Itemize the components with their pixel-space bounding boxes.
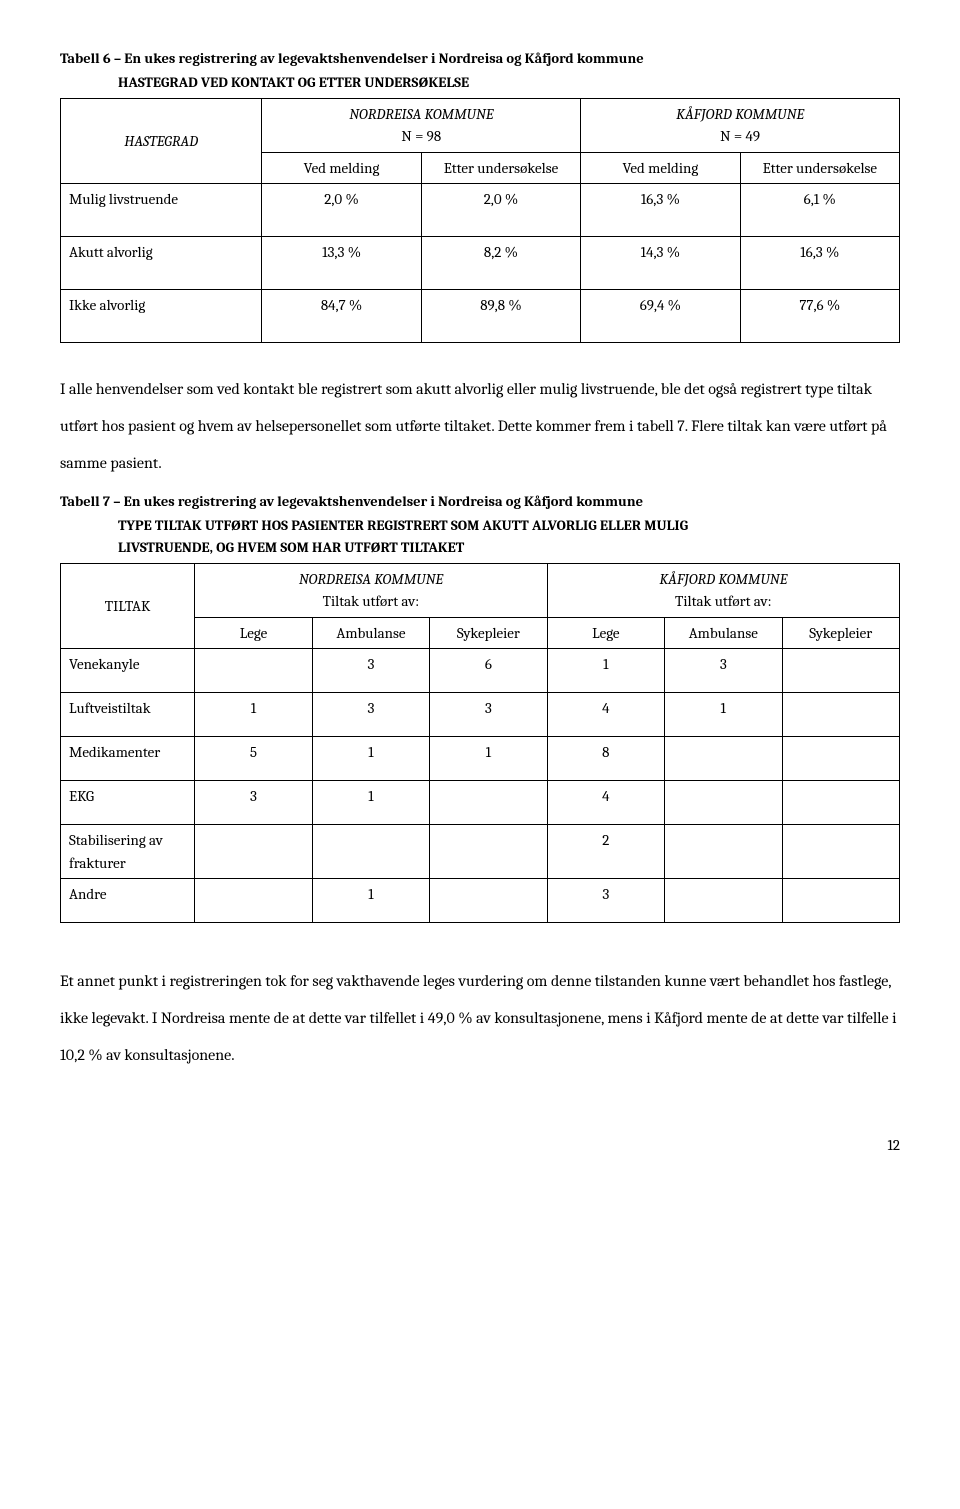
table-cell bbox=[782, 649, 900, 693]
table-cell: 77,6 % bbox=[740, 290, 899, 343]
table-cell: 3 bbox=[547, 879, 664, 923]
table-cell: 3 bbox=[665, 649, 782, 693]
t6-group1-title: NORDREISA KOMMUNE bbox=[349, 105, 493, 123]
table-cell: 1 bbox=[547, 649, 664, 693]
table-cell bbox=[782, 825, 900, 879]
table-cell bbox=[195, 825, 312, 879]
table-cell: 1 bbox=[195, 693, 312, 737]
t6-group1-n: N = 98 bbox=[401, 127, 441, 145]
table-cell: 3 bbox=[195, 781, 312, 825]
t6-sub2: Etter undersøkelse bbox=[421, 152, 580, 184]
table-cell: 1 bbox=[430, 737, 547, 781]
table-cell: 1 bbox=[312, 879, 429, 923]
table-row-label: Stabilisering av frakturer bbox=[61, 825, 195, 879]
table-cell: 2,0 % bbox=[262, 184, 421, 237]
table-cell bbox=[195, 649, 312, 693]
table-row-label: Venekanyle bbox=[61, 649, 195, 693]
table-cell: 6,1 % bbox=[740, 184, 899, 237]
table-cell bbox=[665, 825, 782, 879]
table-cell: 4 bbox=[547, 693, 664, 737]
table-cell bbox=[430, 781, 547, 825]
t7-col: Lege bbox=[547, 617, 664, 649]
table-cell: 89,8 % bbox=[421, 290, 580, 343]
t7-group1-sub: Tiltak utført av: bbox=[323, 592, 419, 610]
t7-group1: NORDREISA KOMMUNE Tiltak utført av: bbox=[195, 563, 547, 617]
paragraph-2: Et annet punkt i registreringen tok for … bbox=[60, 963, 900, 1073]
table-cell: 14,3 % bbox=[581, 237, 740, 290]
table-cell bbox=[782, 879, 900, 923]
table-row-label: Luftveistiltak bbox=[61, 693, 195, 737]
table-cell bbox=[665, 879, 782, 923]
table-cell bbox=[782, 693, 900, 737]
table-row-label: EKG bbox=[61, 781, 195, 825]
t6-group2-title: KÅFJORD KOMMUNE bbox=[676, 105, 804, 123]
table-row-label: Akutt alvorlig bbox=[61, 237, 262, 290]
table-cell: 3 bbox=[312, 649, 429, 693]
t7-col: Lege bbox=[195, 617, 312, 649]
t7-col: Ambulanse bbox=[312, 617, 429, 649]
table-cell: 5 bbox=[195, 737, 312, 781]
table6-title: Tabell 6 – En ukes registrering av legev… bbox=[60, 48, 900, 70]
table-row-label: Mulig livstruende bbox=[61, 184, 262, 237]
t7-col: Sykepleier bbox=[782, 617, 900, 649]
table-row-label: Medikamenter bbox=[61, 737, 195, 781]
table-cell: 1 bbox=[665, 693, 782, 737]
table-row-label: Ikke alvorlig bbox=[61, 290, 262, 343]
t7-group2: KÅFJORD KOMMUNE Tiltak utført av: bbox=[547, 563, 899, 617]
t6-sub1: Ved melding bbox=[262, 152, 421, 184]
t6-group2: KÅFJORD KOMMUNE N = 49 bbox=[581, 98, 900, 152]
table-cell bbox=[665, 781, 782, 825]
table-cell: 3 bbox=[430, 693, 547, 737]
t6-group1: NORDREISA KOMMUNE N = 98 bbox=[262, 98, 581, 152]
table-cell: 1 bbox=[312, 781, 429, 825]
table6: HASTEGRAD NORDREISA KOMMUNE N = 98 KÅFJO… bbox=[60, 98, 900, 344]
table-cell: 2,0 % bbox=[421, 184, 580, 237]
table-cell: 1 bbox=[312, 737, 429, 781]
table-cell: 8,2 % bbox=[421, 237, 580, 290]
t6-sub3: Ved melding bbox=[581, 152, 740, 184]
table-cell bbox=[782, 737, 900, 781]
table-cell: 16,3 % bbox=[740, 237, 899, 290]
page-number: 12 bbox=[60, 1134, 900, 1157]
t7-col: Sykepleier bbox=[430, 617, 547, 649]
table-cell: 6 bbox=[430, 649, 547, 693]
table-cell: 4 bbox=[547, 781, 664, 825]
t7-group1-title: NORDREISA KOMMUNE bbox=[299, 570, 443, 588]
table6-subtitle: HASTEGRAD VED KONTAKT OG ETTER UNDERSØKE… bbox=[60, 72, 900, 94]
table-cell: 2 bbox=[547, 825, 664, 879]
table7-sub1: TYPE TILTAK UTFØRT HOS PASIENTER REGISTR… bbox=[60, 515, 900, 537]
t7-group2-sub: Tiltak utført av: bbox=[675, 592, 771, 610]
table-cell: 69,4 % bbox=[581, 290, 740, 343]
table7-sub2: LIVSTRUENDE, OG HVEM SOM HAR UTFØRT TILT… bbox=[60, 537, 900, 559]
table-cell: 16,3 % bbox=[581, 184, 740, 237]
paragraph-1: I alle henvendelser som ved kontakt ble … bbox=[60, 371, 900, 481]
table-cell bbox=[430, 825, 547, 879]
t6-rowheader: HASTEGRAD bbox=[61, 98, 262, 184]
table-row-label: Andre bbox=[61, 879, 195, 923]
t7-rowheader: TILTAK bbox=[61, 563, 195, 649]
t6-sub4: Etter undersøkelse bbox=[740, 152, 899, 184]
table-cell: 3 bbox=[312, 693, 429, 737]
table-cell bbox=[195, 879, 312, 923]
table-cell bbox=[312, 825, 429, 879]
table-cell: 13,3 % bbox=[262, 237, 421, 290]
table7: TILTAK NORDREISA KOMMUNE Tiltak utført a… bbox=[60, 563, 900, 924]
table-cell bbox=[430, 879, 547, 923]
table-cell: 8 bbox=[547, 737, 664, 781]
t7-col: Ambulanse bbox=[665, 617, 782, 649]
t6-group2-n: N = 49 bbox=[720, 127, 760, 145]
table-cell: 84,7 % bbox=[262, 290, 421, 343]
table7-title: Tabell 7 – En ukes registrering av legev… bbox=[60, 491, 900, 513]
t7-group2-title: KÅFJORD KOMMUNE bbox=[659, 570, 787, 588]
table-cell bbox=[782, 781, 900, 825]
table-cell bbox=[665, 737, 782, 781]
